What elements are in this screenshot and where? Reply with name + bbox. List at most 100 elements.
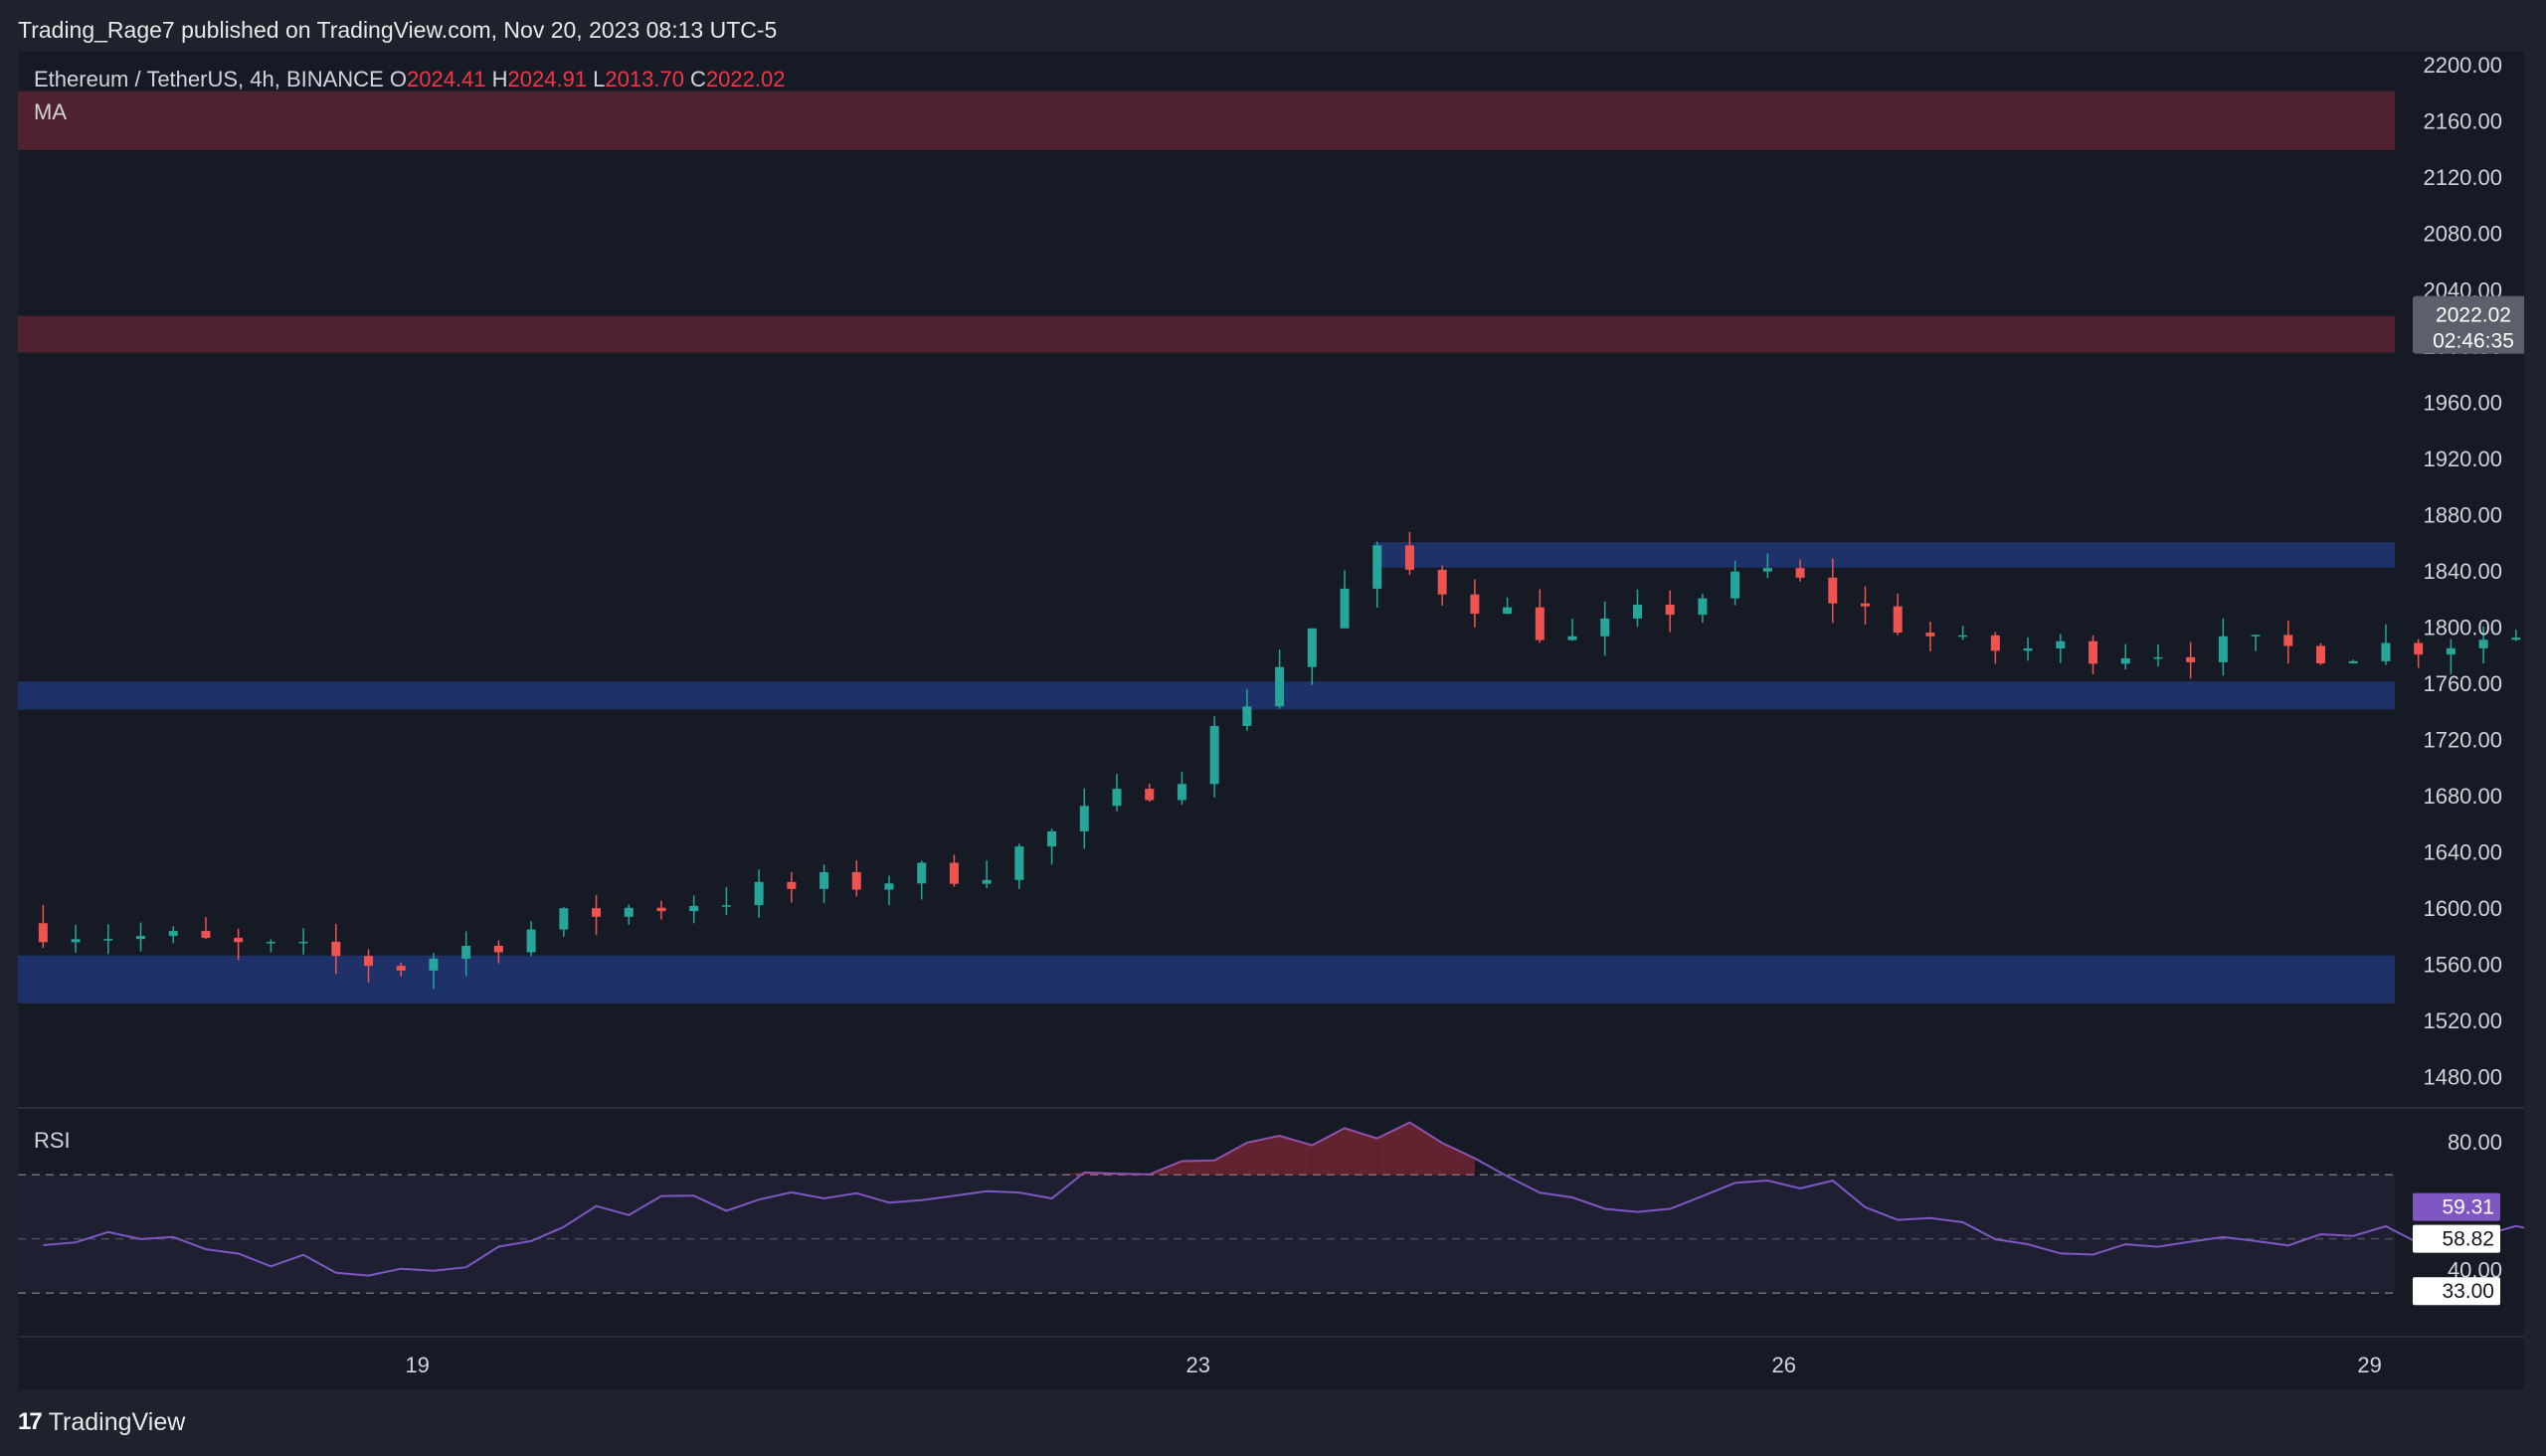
candle: [1990, 632, 2000, 664]
rsi-tick-label: 80.00: [2448, 1130, 2502, 1155]
candle: [71, 924, 81, 953]
candle-body: [1828, 577, 1838, 604]
candle: [2186, 641, 2196, 679]
price-tick-label: 1560.00: [2423, 953, 2502, 978]
candle: [266, 939, 275, 953]
candle: [2218, 618, 2228, 676]
candle-body: [1437, 569, 1447, 595]
candle: [461, 931, 471, 977]
candle-body: [1860, 603, 1870, 607]
candle-body: [2056, 640, 2066, 648]
price-tick-label: 2160.00: [2423, 109, 2502, 134]
candle: [1242, 688, 1252, 731]
ohlc-label-close: C: [690, 67, 706, 91]
last-price-value: 2022.02: [2436, 304, 2511, 327]
rsi-legend[interactable]: RSI: [34, 1128, 71, 1153]
candle: [1372, 541, 1382, 609]
candle: [2023, 637, 2033, 661]
support-zone: [1373, 542, 2395, 568]
ohlc-value-high: 2024.91: [508, 67, 594, 91]
candle: [493, 940, 503, 964]
candle-body: [2446, 647, 2455, 655]
candle: [2153, 643, 2163, 667]
candle-body: [2316, 645, 2326, 664]
candle-body: [1404, 545, 1414, 570]
price-tick-label: 2120.00: [2423, 165, 2502, 190]
candle-body: [1503, 607, 1513, 615]
candle: [234, 928, 244, 961]
candle-body: [754, 881, 764, 906]
candle: [1632, 589, 1642, 628]
candle: [1307, 628, 1317, 685]
ma-legend[interactable]: MA: [34, 99, 67, 124]
time-tick-label: 29: [2357, 1353, 2381, 1377]
candle: [429, 953, 439, 990]
candle-body: [396, 966, 406, 971]
candle: [2511, 629, 2521, 641]
candle-body: [689, 905, 699, 912]
rsi-value-badge: [2413, 1192, 2500, 1221]
candle: [1404, 531, 1414, 576]
candle: [2414, 638, 2424, 668]
candle-body: [1535, 607, 1545, 640]
price-tick-label: 1760.00: [2423, 671, 2502, 696]
candle-body: [136, 936, 146, 940]
candle: [1209, 716, 1219, 798]
candle: [1860, 586, 1870, 625]
candle-body: [1893, 606, 1903, 634]
rsi-value-badge-text: 59.31: [2442, 1196, 2494, 1219]
candle-body: [1567, 636, 1577, 640]
candle-body: [624, 907, 634, 917]
rsi-overbought-fill: [1376, 1122, 1410, 1176]
price-pane[interactable]: [18, 52, 2395, 1106]
candle-body: [2478, 639, 2488, 648]
candle: [1437, 565, 1447, 606]
ohlc-value-close: 2022.02: [706, 67, 786, 91]
candle: [754, 869, 764, 918]
candle-body: [2348, 660, 2358, 664]
candle-body: [1470, 594, 1480, 615]
candle-body: [949, 862, 959, 884]
candle: [624, 904, 634, 925]
price-tick-label: 1960.00: [2423, 390, 2502, 415]
rsi-overbought-fill: [1084, 1172, 1118, 1176]
footer-brand[interactable]: 17 TradingView: [18, 1402, 185, 1442]
ohlc-value-open: 2024.41: [407, 67, 492, 91]
publish-attribution: Trading_Rage7 published on TradingView.c…: [18, 14, 777, 46]
rsi-lower-band-badge-text: 33.00: [2442, 1280, 2494, 1303]
candle-body: [884, 883, 894, 890]
candle: [1795, 559, 1805, 582]
candle: [1079, 788, 1089, 849]
candle: [136, 922, 146, 952]
support-zone: [18, 681, 2395, 710]
chart-area[interactable]: 2200.002160.002120.002080.002040.002000.…: [18, 52, 2524, 1389]
rsi-line[interactable]: [43, 1121, 2524, 1284]
candle-body: [331, 941, 341, 957]
price-tick-label: 1480.00: [2423, 1065, 2502, 1090]
price-tick-label: 1520.00: [2423, 1008, 2502, 1033]
candle: [1112, 774, 1122, 812]
candle-body: [2511, 637, 2521, 640]
rsi-overbought-fill: [1279, 1136, 1313, 1176]
candle-body: [592, 908, 602, 917]
rsi-overbought-fill: [1345, 1128, 1377, 1176]
candle-body: [1990, 635, 2000, 651]
rsi-band-fill: [18, 1175, 2395, 1294]
rsi-pane[interactable]: [18, 1111, 2395, 1335]
candle: [656, 900, 666, 920]
candle-body: [787, 881, 797, 889]
rsi-overbought-fill: [1312, 1128, 1346, 1176]
candle: [592, 895, 602, 936]
price-chart-svg[interactable]: 2200.002160.002120.002080.002040.002000.…: [18, 52, 2524, 1389]
candle: [1503, 597, 1513, 615]
candle: [38, 905, 48, 949]
candle: [851, 860, 861, 897]
symbol-legend[interactable]: Ethereum / TetherUS, 4h, BINANCE O2024.4…: [34, 67, 785, 91]
candle-body: [1600, 618, 1610, 637]
candle: [103, 924, 113, 955]
rsi-overbought-fill: [1409, 1122, 1443, 1176]
price-tick-label: 1720.00: [2423, 728, 2502, 753]
candle: [1014, 843, 1024, 889]
candle-body: [1242, 706, 1252, 726]
candle-body: [2251, 635, 2261, 637]
